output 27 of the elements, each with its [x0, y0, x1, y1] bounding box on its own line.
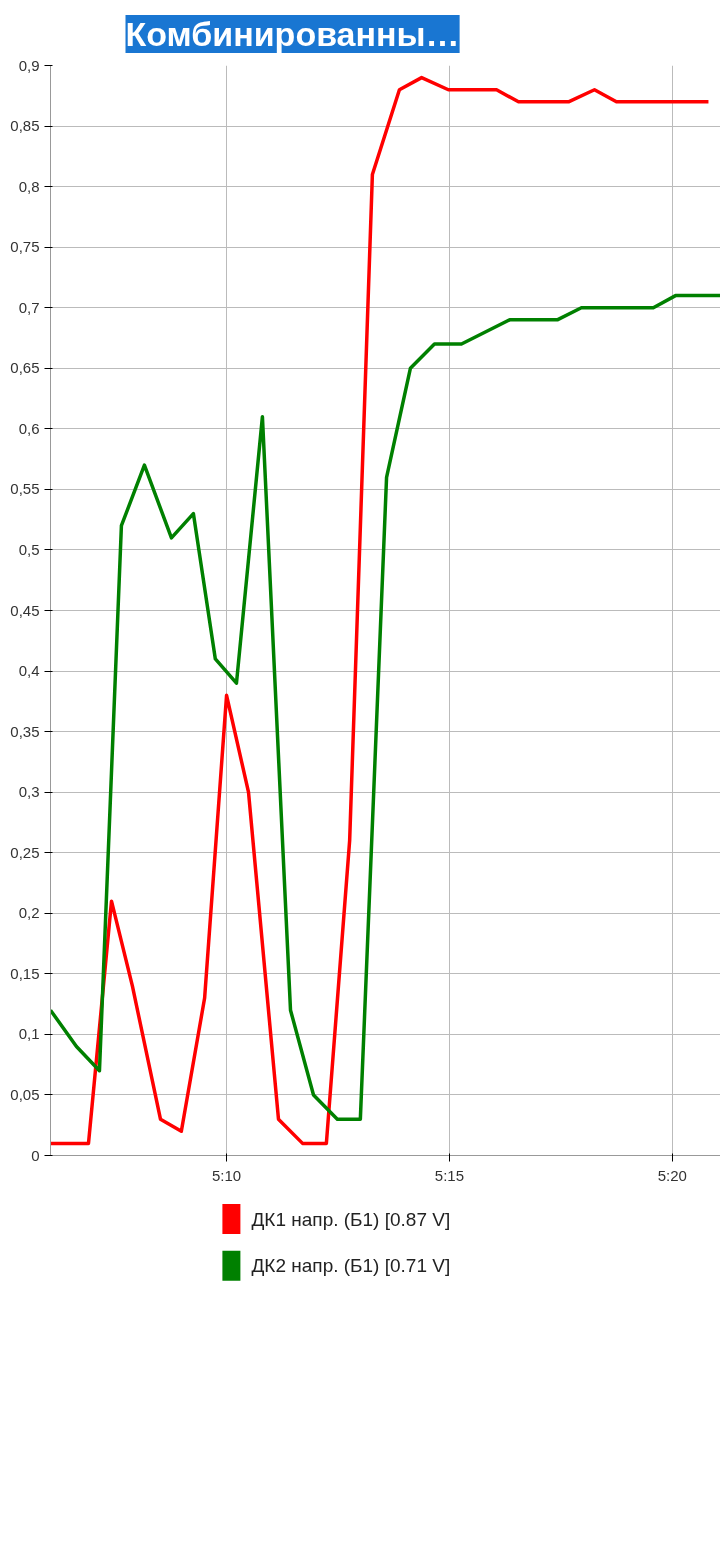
y-tick-label: 0,55: [10, 480, 40, 498]
y-tick-label: 0,5: [18, 540, 40, 558]
y-tick-label: 0,7: [18, 298, 40, 316]
y-tick-label: 0,15: [10, 964, 40, 982]
y-tick-label: 0: [31, 1146, 40, 1164]
y-tick-label: 0,3: [18, 783, 40, 801]
y-tick-label: 0,9: [18, 56, 40, 74]
y-tick-label: 0,25: [10, 843, 40, 861]
line-series: [50, 293, 720, 1121]
y-tick-label: 0,1: [18, 1025, 40, 1043]
y-tick-label: 0,6: [18, 419, 40, 437]
y-tick-label: 0,4: [18, 662, 40, 680]
legend-label: ДК1 напр. (Б1) [0.87 V]: [251, 1208, 451, 1230]
y-tick-label: 0,2: [18, 904, 40, 922]
x-tick-label: 5:10: [211, 1166, 242, 1184]
y-tick-label: 0,75: [10, 238, 40, 256]
y-tick-label: 0,45: [10, 601, 40, 619]
x-tick-label: 5:15: [434, 1166, 465, 1184]
x-tick-label: 5:20: [657, 1166, 687, 1184]
y-tick-label: 0,35: [10, 722, 40, 740]
y-tick-label: 0,05: [10, 1085, 40, 1103]
chart-title: Комбинированны…: [125, 15, 460, 53]
y-tick-label: 0,8: [18, 177, 40, 195]
legend-label: ДК2 напр. (Б1) [0.71 V]: [251, 1255, 451, 1277]
y-tick-label: 0,65: [10, 359, 40, 377]
line-series: [50, 75, 711, 1146]
y-tick-label: 0,85: [10, 117, 40, 135]
